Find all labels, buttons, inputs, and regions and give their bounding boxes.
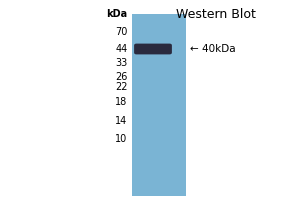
FancyBboxPatch shape	[134, 44, 172, 54]
Text: 10: 10	[115, 134, 128, 144]
Text: 70: 70	[115, 27, 128, 37]
Text: 18: 18	[115, 97, 128, 107]
Text: 33: 33	[115, 58, 128, 68]
Text: 22: 22	[115, 82, 128, 92]
Text: 26: 26	[115, 72, 128, 82]
Text: kDa: kDa	[106, 9, 128, 19]
Text: 14: 14	[115, 116, 128, 126]
Text: Western Blot: Western Blot	[176, 8, 256, 21]
Bar	[132, 14, 186, 196]
Text: 44: 44	[115, 44, 128, 54]
Text: ← 40kDa: ← 40kDa	[190, 44, 236, 54]
